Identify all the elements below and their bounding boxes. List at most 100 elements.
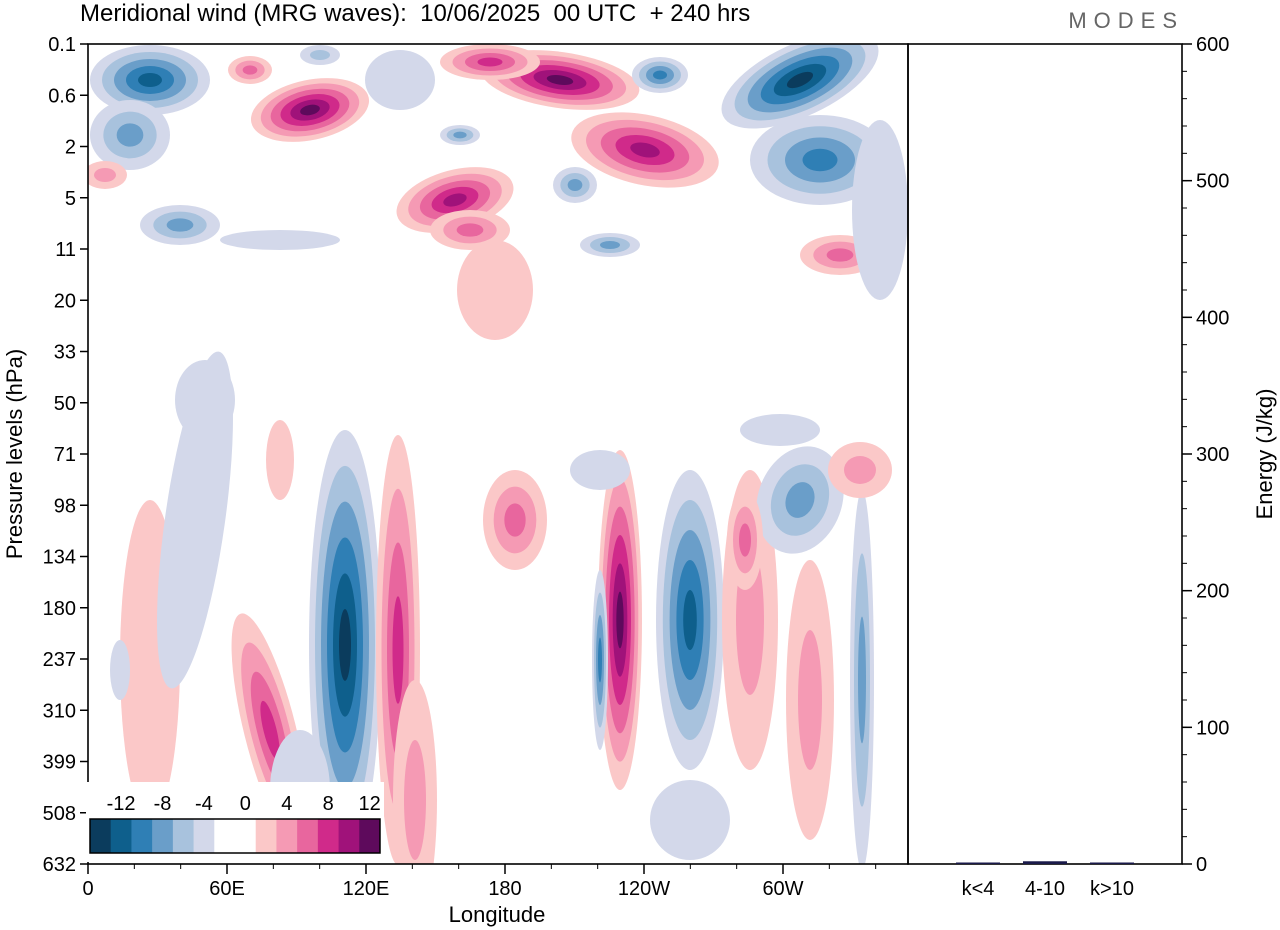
feature-neg-120e	[309, 430, 381, 860]
y-tick-label: 134	[43, 547, 76, 569]
energy-frame	[907, 43, 1183, 865]
feature-pos-180-top	[480, 50, 640, 110]
x-tick-label: 120W	[618, 878, 670, 900]
y-tick-label: 632	[43, 854, 76, 876]
y-tick-label: 237	[43, 649, 76, 671]
energy-axis-label: Energy (J/kg)	[1252, 389, 1277, 520]
colorbar-swatch	[131, 819, 153, 853]
feature-neg-15e-upper	[90, 100, 170, 170]
feature-neg-125w-5hpa	[553, 167, 597, 203]
y-tick-label: 11	[55, 239, 76, 261]
feature-pos-170e-top	[440, 44, 540, 80]
y-axis-label: Pressure levels (hPa)	[2, 349, 27, 559]
colorbar-swatch	[110, 819, 132, 853]
feature-neg-10e-low	[110, 640, 130, 700]
energy-tick-label: 600	[1196, 34, 1229, 56]
energy-tick-label: 500	[1196, 171, 1229, 193]
feature-neg-105w	[656, 470, 724, 770]
chart-title: Meridional wind (MRG waves): 10/06/2025 …	[80, 0, 751, 27]
feature-neg-105w-low	[650, 780, 730, 860]
feature-neg-30e-11hpa	[140, 205, 220, 245]
y-tick-label: 508	[43, 803, 76, 825]
colorbar-swatch	[359, 819, 381, 853]
feature-neg-110w-top	[632, 57, 688, 93]
feature-pos-80e-mid	[266, 420, 294, 500]
feature-pos-70e-top	[228, 56, 272, 84]
colorbar-label: 4	[281, 793, 292, 815]
energy-bar	[956, 862, 1000, 864]
feature-neg-20e-top	[90, 45, 210, 115]
feature-pos-160e	[483, 470, 547, 570]
y-tick-label: 33	[54, 342, 76, 364]
feature-neg-125w-mid	[570, 450, 630, 490]
feature-pos-45w-mid	[828, 442, 892, 498]
feature-neg-125w	[592, 570, 608, 750]
energy-category-label: k>10	[1090, 878, 1134, 900]
feature-neg-145e-2hpa	[440, 125, 480, 145]
colorbar-label: -4	[195, 793, 213, 815]
y-tick-label: 50	[54, 393, 76, 415]
y-tick-label: 2	[65, 137, 76, 159]
colorbar-swatch	[214, 819, 236, 853]
colorbar-swatch	[338, 819, 360, 853]
energy-tick-label: 400	[1196, 307, 1229, 329]
feature-pos-75w-mid	[727, 490, 763, 590]
feature-pos-160e-20hpa	[457, 240, 533, 340]
energy-bar	[1090, 862, 1134, 864]
feature-neg-40e-50hpa	[175, 360, 235, 440]
energy-tick-label: 200	[1196, 581, 1229, 603]
feature-neg-45w	[850, 490, 874, 864]
feature-neg-120w-11hpa	[580, 233, 640, 257]
feature-neg-80e-11hpa	[220, 230, 340, 250]
feature-pos-155e-upper	[430, 210, 510, 250]
x-tick-label: 120E	[343, 878, 390, 900]
feature-pos-70w	[786, 560, 834, 840]
colorbar-label: 8	[323, 793, 334, 815]
energy-category-label: k<4	[962, 878, 995, 900]
energy-category-label: 4-10	[1025, 878, 1065, 900]
colorbar-swatch	[90, 819, 112, 853]
y-tick-label: 0.1	[48, 34, 76, 56]
y-tick-label: 20	[54, 290, 76, 312]
heatmap-field	[88, 44, 908, 864]
x-tick-label: 180	[488, 878, 521, 900]
colorbar-swatch	[172, 819, 195, 853]
feature-neg-90e-top	[300, 45, 340, 65]
colorbar-swatch	[297, 819, 319, 853]
energy-tick-label: 0	[1196, 854, 1207, 876]
feature-neg-40w-upper	[852, 120, 908, 300]
energy-tick-label: 300	[1196, 444, 1229, 466]
colorbar-swatch	[235, 819, 257, 853]
colorbar-swatch	[276, 819, 298, 853]
colorbar-frame	[89, 818, 381, 854]
colorbar-label: 0	[240, 793, 251, 815]
y-tick-label: 5	[65, 188, 76, 210]
feature-neg-120e-top	[365, 50, 435, 110]
colorbar-swatch	[255, 819, 277, 853]
y-tick-label: 71	[54, 444, 76, 466]
x-tick-label: 0	[82, 878, 93, 900]
feature-pos-120w-upper	[571, 112, 719, 188]
colorbar-label: -8	[154, 793, 172, 815]
y-tick-label: 399	[43, 752, 76, 774]
feature-neg-65w-mid	[740, 414, 820, 446]
feature-neg-60w-top	[721, 44, 879, 129]
y-tick-label: 310	[43, 700, 76, 722]
colorbar-swatch	[317, 819, 340, 853]
feature-pos-120w	[598, 450, 642, 790]
y-tick-label: 0.6	[48, 85, 76, 107]
feature-pos-5e-upper	[88, 161, 127, 189]
feature-neg-60w-mid	[756, 446, 844, 554]
y-tick-label: 98	[54, 495, 76, 517]
colorbar-swatch	[193, 819, 215, 853]
brand-logo: MODES	[1068, 8, 1184, 33]
y-tick-label: 180	[43, 598, 76, 620]
energy-bar	[1023, 861, 1067, 864]
x-tick-label: 60E	[209, 878, 245, 900]
colorbar-label: -12	[107, 793, 136, 815]
feature-pos-90e-top	[250, 78, 370, 142]
energy-tick-label: 100	[1196, 717, 1229, 739]
colorbar-label: 12	[359, 793, 381, 815]
colorbar-swatch	[152, 819, 174, 853]
